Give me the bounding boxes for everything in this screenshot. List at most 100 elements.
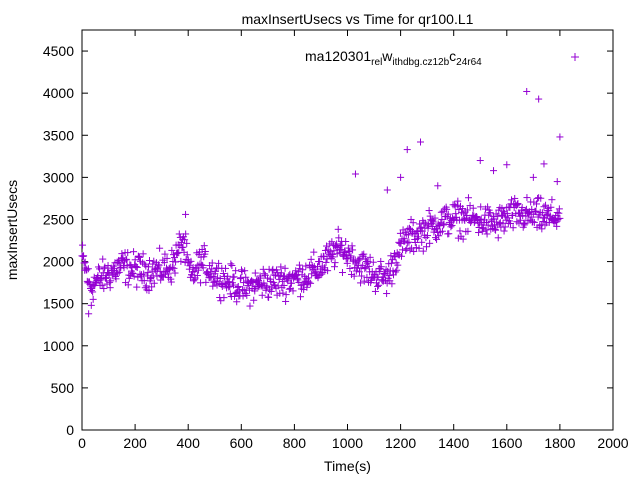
data-point — [327, 255, 335, 263]
data-point — [304, 274, 312, 282]
legend-label: ma120301relwithdbg.cz12bc24r64 — [305, 48, 482, 68]
data-point — [467, 216, 475, 224]
data-point — [222, 264, 230, 272]
data-point — [167, 278, 175, 286]
data-point — [307, 279, 315, 287]
data-point — [475, 229, 483, 237]
data-point — [459, 235, 467, 243]
legend-label-part: c — [449, 48, 456, 64]
data-point — [79, 252, 87, 260]
data-point — [80, 259, 88, 267]
data-point — [250, 296, 258, 304]
data-point — [183, 239, 191, 247]
data-point — [220, 294, 228, 302]
data-point — [406, 246, 414, 254]
data-point — [278, 277, 286, 285]
data-point — [187, 257, 195, 265]
data-point — [330, 247, 338, 255]
data-point — [537, 194, 545, 202]
x-tick-label: 1400 — [438, 435, 469, 451]
data-point — [413, 235, 421, 243]
data-point — [360, 277, 368, 285]
data-point — [494, 234, 502, 242]
data-point — [437, 208, 445, 216]
data-point — [79, 241, 87, 249]
data-point — [511, 194, 519, 202]
data-point — [397, 173, 405, 181]
data-point — [328, 238, 336, 246]
data-point — [540, 160, 548, 168]
data-point — [209, 273, 217, 281]
data-point — [453, 201, 461, 209]
x-tick-label: 600 — [230, 435, 254, 451]
data-point — [190, 277, 198, 285]
data-point — [403, 146, 411, 154]
data-point — [112, 275, 120, 283]
data-point — [303, 283, 311, 291]
data-point — [523, 87, 531, 95]
data-point — [555, 209, 563, 217]
data-point — [399, 246, 407, 254]
data-point — [338, 241, 346, 249]
data-point — [333, 240, 341, 248]
data-point — [131, 256, 139, 264]
data-point — [208, 265, 216, 273]
data-point — [316, 257, 324, 265]
data-point — [132, 263, 140, 271]
data-point — [414, 233, 422, 241]
data-point — [135, 253, 143, 261]
data-point — [234, 282, 242, 290]
labels-layer: 0 200 400 600 800 1000 1200 1400 1600 1800 2000 0 50… — [4, 11, 629, 474]
data-point — [540, 203, 548, 211]
data-point — [237, 266, 245, 274]
data-point — [94, 263, 102, 271]
data-point — [343, 259, 351, 267]
data-point — [411, 239, 419, 247]
x-tick-label: 1800 — [544, 435, 575, 451]
data-point — [156, 244, 164, 252]
data-point — [445, 230, 453, 238]
data-point — [405, 224, 413, 232]
data-point — [230, 273, 238, 281]
data-point — [212, 278, 220, 286]
data-point — [532, 207, 540, 215]
data-point — [364, 257, 372, 265]
y-axis-title: maxInsertUsecs — [4, 180, 20, 280]
data-point — [329, 253, 337, 261]
data-point — [476, 157, 484, 165]
data-point — [161, 250, 169, 258]
data-point — [397, 252, 405, 260]
data-point — [282, 291, 290, 299]
data-point — [259, 265, 267, 273]
data-point — [555, 205, 563, 213]
data-point — [484, 221, 492, 229]
data-point — [96, 265, 104, 273]
data-point — [106, 284, 114, 292]
data-point — [163, 254, 171, 262]
data-point — [270, 281, 278, 289]
data-point — [352, 267, 360, 275]
data-point — [217, 297, 225, 305]
data-point — [110, 264, 118, 272]
data-point — [434, 182, 442, 190]
data-point — [422, 243, 430, 251]
data-point — [102, 274, 110, 282]
data-point — [415, 244, 423, 252]
data-point — [509, 224, 517, 232]
data-point — [335, 234, 343, 242]
data-point — [448, 221, 456, 229]
data-point — [523, 194, 531, 202]
data-point — [198, 261, 206, 269]
data-point — [426, 239, 434, 247]
data-point — [366, 253, 374, 261]
data-point — [232, 267, 240, 275]
data-point — [405, 238, 413, 246]
data-point — [553, 178, 561, 186]
data-point — [553, 209, 561, 217]
data-point — [133, 263, 141, 271]
data-point — [281, 264, 289, 272]
data-point — [241, 290, 249, 298]
data-point — [500, 207, 508, 215]
data-point — [361, 265, 369, 273]
data-point — [241, 267, 249, 275]
